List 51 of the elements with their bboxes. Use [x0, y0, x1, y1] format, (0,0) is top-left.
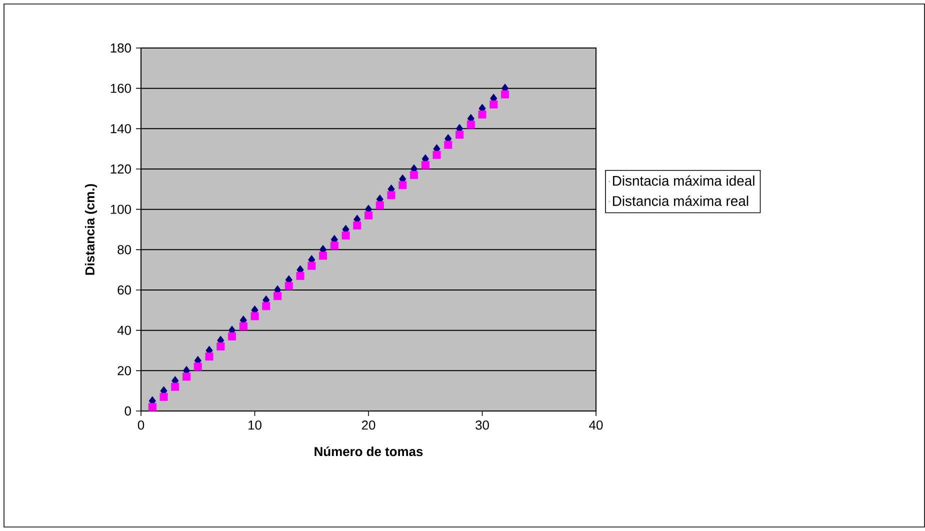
point [148, 402, 156, 411]
y-tick-label: 180 [110, 43, 131, 53]
point [364, 211, 372, 220]
point [296, 272, 304, 280]
point [250, 312, 259, 320]
point [262, 302, 270, 310]
point [421, 160, 430, 169]
point [410, 171, 418, 180]
point [171, 382, 180, 391]
y-tick-label: 100 [110, 204, 131, 214]
y-tick-label: 20 [118, 366, 131, 376]
x-tick-label: 10 [248, 420, 262, 430]
point [319, 252, 327, 260]
y-tick-label: 40 [117, 326, 131, 335]
point [444, 140, 452, 149]
point [387, 191, 396, 200]
y-tick-label: 160 [110, 84, 131, 93]
point [205, 352, 214, 361]
point [466, 120, 475, 129]
x-tick-label: 40 [589, 420, 603, 430]
y-tick-label: 120 [110, 164, 131, 174]
point [228, 332, 236, 340]
point [284, 282, 293, 290]
x-tick-label: 20 [362, 420, 376, 430]
point [478, 110, 486, 119]
point [160, 392, 168, 401]
point [274, 292, 282, 300]
point [353, 221, 362, 230]
x-tick-label: 0 [138, 420, 144, 430]
point [308, 262, 316, 270]
point [330, 242, 338, 250]
point [501, 90, 509, 98]
y-axis-title: Distancia (cm.) [84, 184, 98, 275]
point [376, 201, 384, 210]
y-tick-label: 0 [124, 406, 131, 416]
y-tick-label: 140 [110, 124, 131, 134]
y-tick-label: 80 [118, 245, 131, 254]
point [342, 232, 350, 240]
point [456, 130, 464, 139]
point [490, 100, 498, 108]
point [239, 322, 248, 330]
x-tick-label: 30 [476, 420, 489, 430]
point [194, 362, 202, 371]
legend-label: Disntacia máxima ideal [613, 175, 754, 186]
point [216, 342, 225, 350]
point [432, 150, 441, 159]
x-axis-title: Número de tomas [314, 446, 423, 456]
y-tick-label: 60 [118, 285, 131, 295]
point [398, 181, 407, 190]
point [182, 372, 190, 381]
legend-label: Distancia máxima real [613, 196, 748, 206]
